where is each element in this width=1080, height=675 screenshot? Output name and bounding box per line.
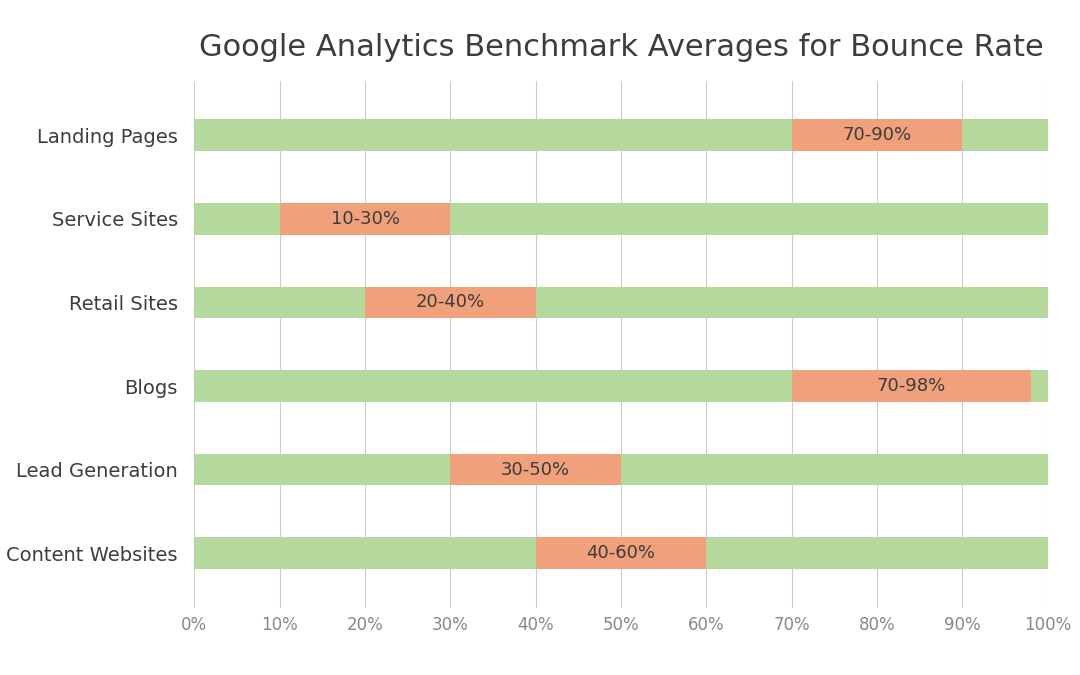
Bar — [450, 203, 1048, 235]
Text: 30-50%: 30-50% — [501, 460, 570, 479]
Bar — [962, 119, 1048, 151]
Text: 10-30%: 10-30% — [330, 210, 400, 228]
Bar — [450, 454, 621, 485]
Bar — [194, 537, 536, 569]
Text: 70-98%: 70-98% — [877, 377, 946, 395]
Bar — [194, 454, 450, 485]
Bar — [536, 537, 706, 569]
Bar — [792, 370, 1030, 402]
Bar — [1030, 370, 1048, 402]
Bar — [621, 454, 1048, 485]
Text: 20-40%: 20-40% — [416, 294, 485, 311]
Bar — [706, 537, 1048, 569]
Bar — [194, 203, 280, 235]
Title: Google Analytics Benchmark Averages for Bounce Rate: Google Analytics Benchmark Averages for … — [199, 33, 1043, 62]
Text: 70-90%: 70-90% — [842, 126, 912, 144]
Bar — [194, 370, 792, 402]
Text: 40-60%: 40-60% — [586, 544, 656, 562]
Bar — [792, 119, 962, 151]
Bar — [280, 203, 450, 235]
Bar — [365, 287, 536, 319]
Bar — [194, 287, 365, 319]
Bar — [194, 119, 792, 151]
Bar — [536, 287, 1048, 319]
